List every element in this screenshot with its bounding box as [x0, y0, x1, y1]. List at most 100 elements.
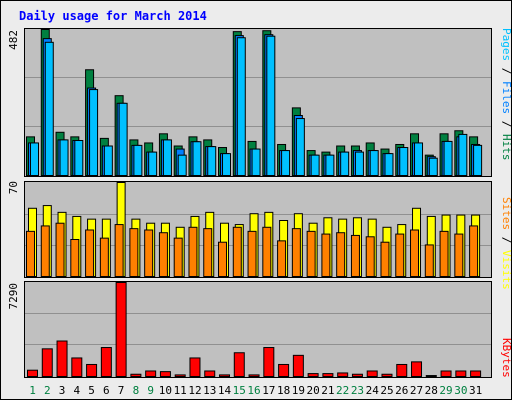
x-tick-label: 14 [218, 384, 232, 397]
bar-sites [247, 230, 257, 278]
bar-kbytes [27, 369, 38, 377]
bar-sites [469, 225, 479, 278]
bar-kbytes [159, 371, 171, 378]
x-tick-label: 26 [395, 384, 408, 397]
bar-pages [177, 154, 187, 177]
bar-pages [340, 151, 350, 176]
bar-sites [395, 233, 405, 277]
bar-kbytes [204, 370, 216, 377]
bar-pages [369, 150, 379, 177]
bar-kbytes [366, 370, 378, 377]
bar-sites [439, 230, 449, 278]
x-tick-label: 3 [59, 384, 66, 397]
bar-sites [321, 233, 331, 277]
bar-kbytes [86, 363, 98, 377]
bar-kbytes [396, 363, 408, 377]
bar-pages [281, 150, 291, 177]
bar-pages [384, 153, 394, 176]
bar-sites [70, 239, 80, 277]
bar-kbytes [337, 372, 349, 378]
bar-pages [133, 144, 143, 177]
bar-sites [380, 241, 390, 277]
x-tick-label: 19 [292, 384, 305, 397]
legend-visits: Visits [500, 250, 512, 290]
x-tick-label: 4 [73, 384, 80, 397]
bar-kbytes [322, 373, 334, 378]
bar-sites [26, 230, 35, 278]
x-tick-label: 6 [103, 384, 110, 397]
x-tick-label: 2 [44, 384, 51, 397]
bar-pages [103, 145, 113, 176]
bar-pages [148, 151, 158, 176]
bar-kbytes [248, 374, 260, 377]
bar-pages [207, 146, 217, 176]
legend-bottom: KBytes [500, 338, 512, 378]
bar-pages [251, 148, 261, 176]
legend-files: Files [500, 81, 512, 114]
bar-pages [192, 141, 202, 176]
bar-pages [59, 139, 69, 177]
bar-kbytes [100, 347, 112, 377]
bar-pages [458, 133, 468, 176]
x-tick-label: 30 [454, 384, 467, 397]
bar-sites [232, 226, 242, 278]
bar-kbytes [56, 340, 68, 377]
x-tick-label: 28 [425, 384, 438, 397]
bar-pages [89, 89, 99, 176]
legend-kbytes: KBytes [500, 338, 512, 378]
bar-pages [354, 151, 364, 176]
bar-sites [262, 226, 272, 278]
x-tick-label: 7 [118, 384, 125, 397]
x-tick-label: 22 [336, 384, 349, 397]
bars-layer [26, 29, 483, 378]
bar-pages [222, 153, 232, 176]
bar-sites [218, 241, 228, 277]
bar-kbytes [292, 354, 304, 378]
bar-kbytes [174, 374, 186, 377]
x-tick-label: 21 [321, 384, 334, 397]
bar-kbytes [351, 373, 363, 378]
legend-sep-1: / [500, 61, 512, 81]
bar-pages [162, 139, 172, 177]
bar-sites [410, 229, 420, 277]
legend-sites: Sites [500, 197, 512, 230]
bar-kbytes [130, 373, 142, 378]
x-tick-label: 17 [262, 384, 275, 397]
bar-pages [44, 41, 54, 176]
bar-kbytes [440, 370, 452, 377]
bar-sites [114, 224, 124, 277]
bar-sites [40, 225, 50, 278]
bar-pages [473, 144, 483, 177]
x-tick-label: 18 [277, 384, 290, 397]
ylabel-bottom: 7290 [7, 283, 20, 310]
x-tick-label: 11 [174, 384, 187, 397]
chart-title: Daily usage for March 2014 [19, 9, 207, 23]
x-tick-label: 15 [233, 384, 246, 397]
x-tick-label: 9 [147, 384, 154, 397]
legend-sep-2: / [500, 114, 512, 134]
x-tick-label: 1 [29, 384, 36, 397]
bar-sites [129, 228, 139, 277]
bar-sites [454, 233, 464, 277]
bar-pages [428, 157, 438, 177]
x-tick-label: 8 [133, 384, 140, 397]
bar-kbytes [470, 370, 482, 377]
bar-pages [118, 102, 128, 176]
legend-top: Pages / Files / Hits [500, 28, 512, 161]
bar-sites [158, 232, 168, 277]
bar-pages [266, 35, 276, 176]
bar-sites [350, 234, 360, 278]
legend-hits: Hits [500, 134, 512, 161]
bar-kbytes [455, 370, 467, 377]
bar-sites [203, 228, 213, 277]
bar-pages [414, 142, 424, 177]
bar-sites [306, 230, 316, 278]
bar-sites [144, 229, 154, 277]
x-tick-label: 27 [410, 384, 423, 397]
bar-kbytes [71, 357, 83, 377]
x-tick-label: 16 [247, 384, 260, 397]
bar-pages [443, 140, 453, 176]
bar-pages [310, 154, 320, 177]
bar-pages [325, 154, 335, 177]
